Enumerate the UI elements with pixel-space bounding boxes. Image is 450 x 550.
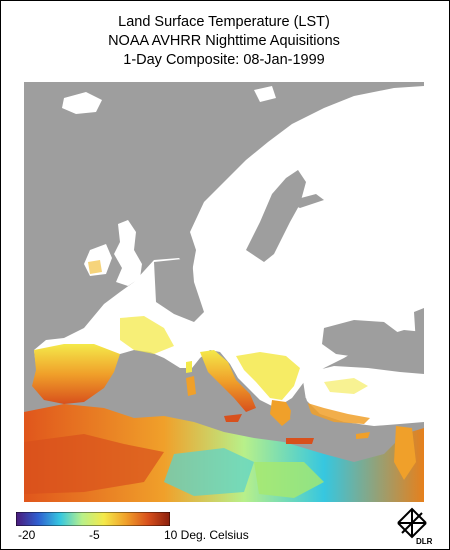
black-sea: [322, 320, 400, 358]
italy: [200, 350, 256, 412]
iceland: [62, 92, 102, 114]
iberian-peninsula: [32, 344, 120, 404]
africa-green-patch: [254, 462, 324, 498]
levant-coast: [394, 426, 416, 480]
novaya-zemlya: [370, 90, 400, 122]
balkans: [236, 352, 300, 400]
color-scale-gradient: [16, 512, 170, 526]
africa-cool-patch: [164, 448, 254, 496]
scale-tick-max: 10 Deg. Celsius: [164, 528, 249, 542]
svg-text:DLR: DLR: [416, 537, 432, 545]
gulf-of-finland: [286, 194, 324, 208]
southern-france: [120, 316, 174, 354]
great-britain: [114, 220, 142, 286]
anatolia-warm-coast: [304, 402, 370, 424]
scale-tick-min: -20: [18, 528, 36, 542]
europe-lst-map: [24, 82, 424, 502]
map-subtitle-date: 1-Day Composite: 08-Jan-1999: [123, 52, 325, 68]
baltic-sea: [246, 170, 306, 262]
africa-warm-streak: [24, 434, 164, 494]
north-sea: [154, 258, 204, 322]
eastern-europe-warm-patch: [324, 378, 368, 394]
sicily: [224, 414, 242, 422]
svalbard: [254, 86, 276, 102]
corsica: [186, 361, 192, 373]
aegean-sea: [290, 398, 314, 430]
ireland-warm-patch: [88, 260, 102, 274]
color-scale-bar: [16, 512, 170, 526]
caspian-sea: [414, 308, 424, 352]
map-title: Land Surface Temperature (LST): [118, 14, 330, 30]
map-subtitle-sensor: NOAA AVHRR Nighttime Aquisitions: [108, 33, 340, 49]
greece: [270, 400, 294, 426]
scale-tick-mid: -5: [89, 528, 100, 542]
crete: [286, 438, 314, 444]
dlr-logo: DLR: [397, 507, 432, 545]
sardinia: [186, 376, 196, 396]
cyprus: [356, 432, 370, 439]
